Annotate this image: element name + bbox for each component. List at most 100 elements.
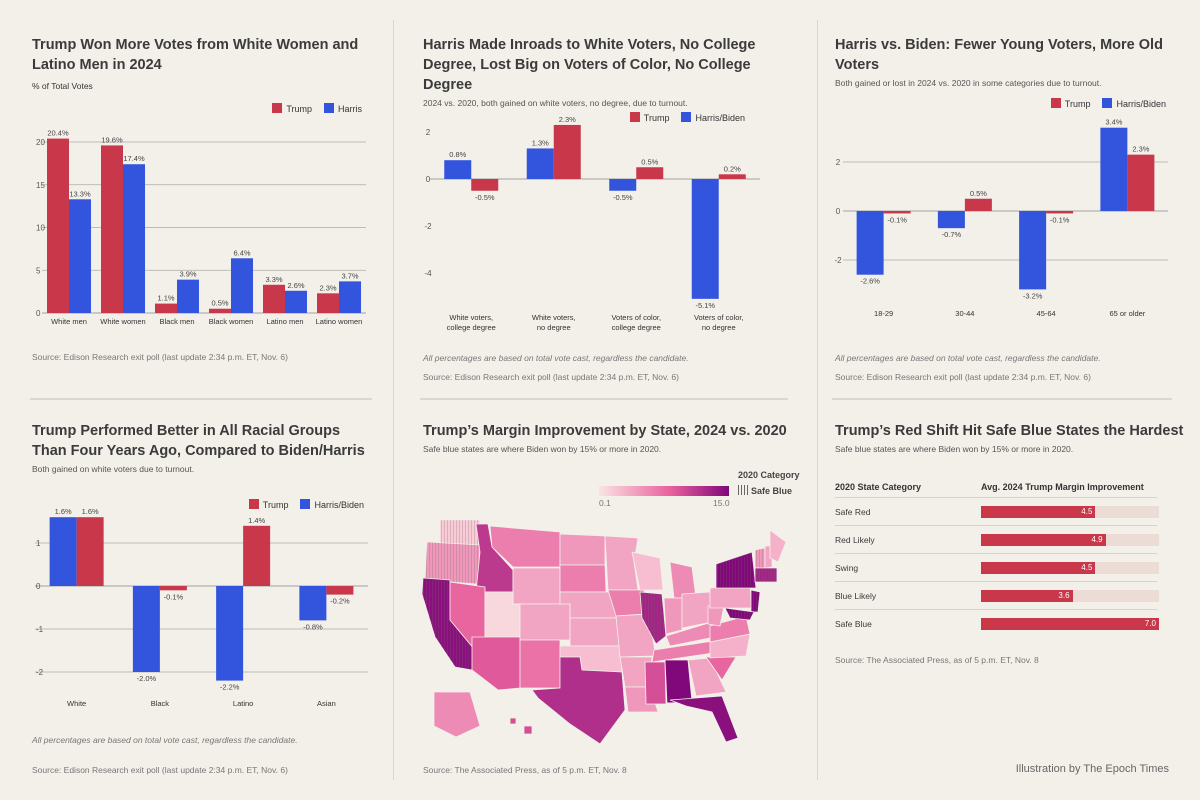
- state-in: [663, 597, 683, 635]
- legend-item-harris-biden: Harris/Biden: [300, 499, 364, 510]
- y-tick-label: 5: [36, 266, 41, 275]
- bar-value: 3.6: [1058, 591, 1070, 600]
- legend-item-trump: Trump: [272, 103, 312, 114]
- data-label: 1.3%: [532, 138, 549, 147]
- safe-blue-hatch: [755, 548, 765, 568]
- x-category-label: Voters of color,: [694, 313, 744, 322]
- divider: [817, 20, 818, 780]
- data-label: -0.8%: [303, 622, 323, 631]
- chart-subtitle: Both gained on white voters due to turno…: [32, 464, 195, 474]
- table-row: Swing 4.5: [835, 553, 1159, 582]
- bar-value: 4.9: [1091, 535, 1103, 544]
- legend: Trump Harris/Biden: [1050, 98, 1166, 109]
- us-state-map: [421, 519, 787, 745]
- x-category-label: Black men: [159, 317, 194, 326]
- scale-max-label: 15.0: [713, 498, 730, 508]
- scale-min-label: 0.1: [599, 498, 611, 508]
- data-label: -2.6%: [860, 277, 880, 286]
- divider: [420, 398, 788, 400]
- divider: [393, 20, 394, 780]
- bar-harris-biden: [856, 211, 884, 275]
- y-tick-label: -4: [424, 269, 432, 278]
- y-tick-label: 10: [36, 224, 45, 233]
- chart-subtitle: Safe blue states are where Biden won by …: [423, 444, 662, 454]
- bar-harris-biden: [526, 148, 554, 179]
- color-scale-bar: [599, 486, 729, 496]
- data-label: -0.5%: [613, 193, 633, 202]
- x-category-label: Asian: [317, 699, 336, 708]
- bar-harris-biden: [691, 179, 719, 299]
- source-note: Source: The Associated Press, as of 5 p.…: [835, 655, 1039, 665]
- source-note: Source: Edison Research exit poll (last …: [32, 765, 288, 775]
- safe-blue-hatch: [422, 578, 475, 670]
- panel-header: Trump’s Margin Improvement by State, 202…: [423, 421, 808, 455]
- data-label: -0.2%: [330, 597, 350, 606]
- margin-bar: 3.6: [981, 590, 1073, 602]
- legend-item-safe-blue: Safe Blue: [738, 485, 792, 496]
- data-label: 0.8%: [449, 150, 466, 159]
- data-label: 0.5%: [211, 299, 228, 308]
- table-row: Blue Likely 3.6: [835, 581, 1159, 610]
- bar-harris-biden: [132, 586, 160, 672]
- bar-trump: [317, 293, 339, 313]
- row-label: Swing: [835, 563, 859, 573]
- y-tick-label: -2: [36, 668, 44, 677]
- data-label: 20.4%: [47, 129, 69, 138]
- bar-harris: [285, 290, 307, 313]
- table-row: Red Likely 4.9: [835, 525, 1159, 554]
- x-category-label: Latino women: [316, 317, 363, 326]
- data-label: 3.4%: [1105, 118, 1122, 127]
- y-tick-label: 0: [36, 582, 41, 591]
- data-label: -0.1%: [1050, 215, 1070, 224]
- source-note: Source: Edison Research exit poll (last …: [32, 352, 288, 362]
- x-category-label: Voters of color,: [611, 313, 661, 322]
- state-ks: [569, 617, 621, 647]
- x-category-label: 45-64: [1037, 309, 1056, 318]
- data-label: -2.2%: [220, 683, 240, 692]
- hatch-icon: [738, 485, 748, 495]
- bar-track: 4.5: [981, 562, 1159, 574]
- state-oh: [681, 591, 713, 629]
- panel-header: Trump Performed Better in All Racial Gro…: [32, 421, 377, 475]
- data-label: -2.0%: [137, 674, 157, 683]
- row-label: Safe Blue: [835, 619, 872, 629]
- safe-blue-hatch: [755, 568, 777, 582]
- data-label: 6.4%: [233, 248, 250, 257]
- state-sd: [559, 564, 607, 593]
- bar-trump: [243, 525, 271, 586]
- bar-trump: [76, 517, 104, 586]
- x-category-label: Black: [151, 699, 170, 708]
- y-tick-label: 0: [36, 309, 41, 318]
- data-label: -0.7%: [942, 230, 962, 239]
- bar-value: 7.0: [1144, 619, 1156, 628]
- bar-harris: [231, 258, 253, 313]
- bar-harris-biden: [609, 179, 637, 191]
- margin-bar: 4.5: [981, 506, 1096, 518]
- x-category-label: White voters,: [532, 313, 576, 322]
- x-category-label: White voters,: [449, 313, 493, 322]
- bar-harris-biden: [937, 211, 965, 229]
- legend-item-harris-biden: Harris/Biden: [681, 112, 745, 123]
- state-az: [471, 636, 521, 691]
- bar-trump: [636, 167, 664, 179]
- chart-title: Trump Won More Votes from White Women an…: [32, 37, 359, 73]
- data-label: 0.5%: [970, 189, 987, 198]
- chart-title: Harris Made Inroads to White Voters, No …: [423, 37, 756, 93]
- bar-trump: [964, 198, 992, 211]
- bar-trump: [47, 138, 69, 313]
- state-mn: [604, 535, 639, 591]
- y-tick-label: 0: [426, 175, 431, 184]
- x-category-label: White men: [51, 317, 87, 326]
- bar-trump: [159, 586, 187, 591]
- bar-track: 4.5: [981, 506, 1159, 518]
- state-wy: [512, 567, 561, 605]
- bar-trump: [263, 284, 285, 313]
- data-label: 1.1%: [157, 294, 174, 303]
- margin-bar: 4.5: [981, 562, 1096, 574]
- state-ga: [687, 657, 727, 697]
- row-label: Red Likely: [835, 535, 875, 545]
- data-label: 1.4%: [248, 516, 265, 525]
- y-axis-label: % of Total Votes: [32, 81, 93, 91]
- state-fl: [669, 695, 739, 743]
- data-label: 3.7%: [341, 271, 358, 280]
